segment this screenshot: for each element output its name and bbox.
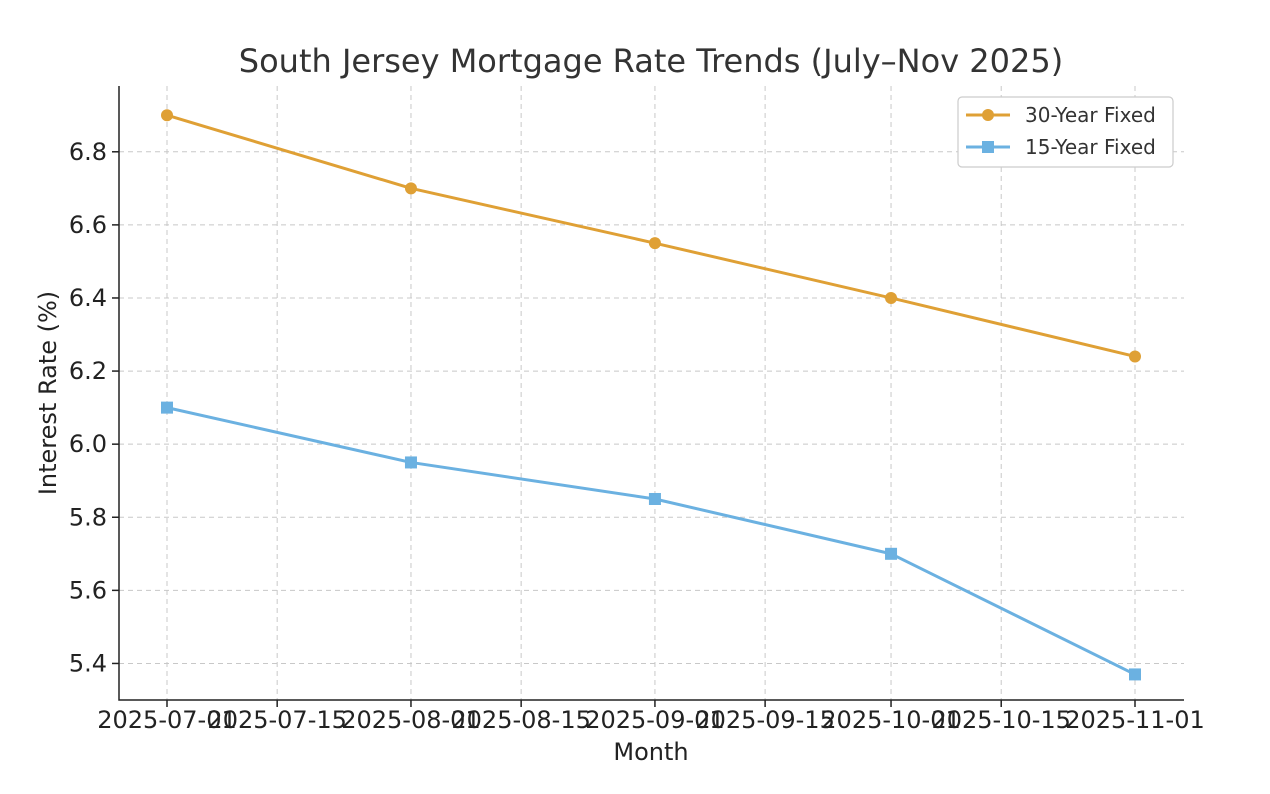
data-point (648, 237, 661, 250)
axes: 2025-07-012025-07-152025-08-012025-08-15… (69, 86, 1205, 734)
data-point (404, 456, 417, 469)
data-point (161, 401, 173, 414)
x-tick-label: 2025-10-15 (931, 706, 1070, 734)
y-tick-label: 5.6 (69, 576, 107, 604)
y-tick-label: 6.8 (69, 138, 107, 166)
y-tick-label: 5.8 (69, 503, 107, 531)
y-tick-label: 6.6 (69, 211, 107, 239)
data-point (1129, 668, 1141, 681)
legend-label: 30-Year Fixed (1025, 103, 1156, 127)
legend-label: 15-Year Fixed (1025, 135, 1156, 159)
x-axis-label: Month (613, 738, 688, 766)
series-line-1 (166, 406, 1136, 676)
legend: 30-Year Fixed 15-Year Fixed (957, 96, 1174, 168)
y-tick-label: 6.4 (69, 284, 107, 312)
y-axis-label: Interest Rate (%) (34, 291, 62, 495)
grid-lines (119, 86, 1184, 700)
y-tick-label: 5.4 (69, 649, 107, 677)
x-tick-label: 2025-07-01 (97, 706, 236, 734)
y-tick-label: 6.2 (69, 357, 107, 385)
x-tick-label: 2025-08-01 (341, 706, 480, 734)
legend-box (957, 96, 1174, 168)
data-point (648, 492, 661, 505)
x-tick-label: 2025-10-01 (821, 706, 960, 734)
legend-marker (982, 141, 994, 153)
axis-spines (118, 86, 1184, 701)
data-point (885, 547, 898, 560)
x-tick-label: 2025-07-15 (207, 706, 346, 734)
x-tick-label: 2025-08-15 (451, 706, 590, 734)
data-point (1129, 350, 1141, 363)
x-tick-label: 2025-11-01 (1065, 706, 1204, 734)
y-tick-label: 6.0 (69, 430, 107, 458)
legend-marker (982, 109, 994, 121)
x-tick-label: 2025-09-01 (585, 706, 724, 734)
data-point (885, 291, 898, 304)
series-layer (161, 109, 1141, 681)
x-tick-label: 2025-09-15 (695, 706, 834, 734)
data-point (404, 182, 417, 195)
chart-title: South Jersey Mortgage Rate Trends (July–… (239, 42, 1063, 80)
data-point (161, 109, 173, 122)
